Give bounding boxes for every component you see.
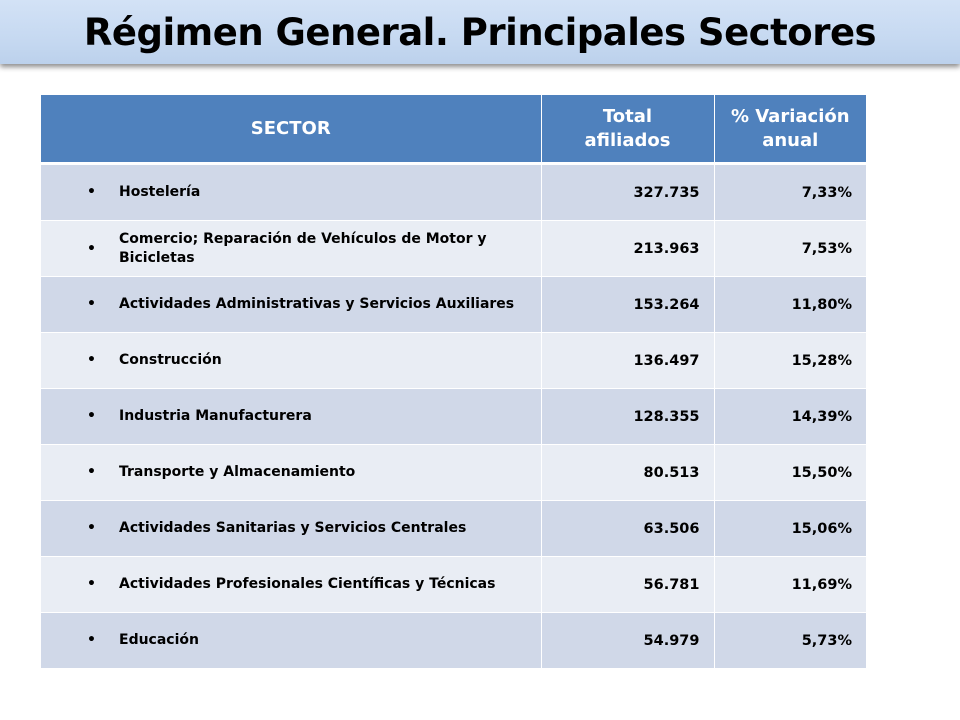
- total-cell: 327.735: [541, 163, 715, 221]
- variation-cell: 7,53%: [714, 220, 866, 277]
- page-title: Régimen General. Principales Sectores: [83, 10, 877, 54]
- table-row: • Educación 54.979 5,73%: [41, 612, 866, 669]
- sector-cell: • Educación: [41, 612, 542, 669]
- header-total-line2: afiliados: [584, 129, 671, 151]
- variation-cell: 14,39%: [714, 388, 866, 445]
- header-variation: % Variación anual: [714, 95, 866, 165]
- total-cell: 128.355: [541, 388, 715, 445]
- variation-cell: 11,80%: [714, 276, 866, 333]
- sector-cell: • Actividades Profesionales Científicas y…: [41, 556, 542, 613]
- table-header-row: SECTOR Total afiliados % Variación anual: [41, 95, 866, 165]
- title-bar: Régimen General. Principales Sectores: [0, 0, 960, 64]
- variation-cell: 5,73%: [714, 612, 866, 669]
- table-row: • Actividades Administrativas y Servicios…: [41, 276, 866, 333]
- sector-cell: • Hostelería: [41, 163, 542, 221]
- total-cell: 63.506: [541, 500, 715, 557]
- bullet-icon: •: [87, 408, 96, 425]
- sector-name: Actividades Profesionales Científicas y …: [119, 576, 496, 593]
- sector-cell: • Industria Manufacturera: [41, 388, 542, 445]
- table-row: • Actividades Sanitarias y Servicios Cent…: [41, 500, 866, 557]
- bullet-icon: •: [87, 464, 96, 481]
- variation-cell: 15,06%: [714, 500, 866, 557]
- variation-cell: 7,33%: [714, 163, 866, 221]
- sector-cell: • Construcción: [41, 332, 542, 389]
- sector-name: Industria Manufacturera: [119, 408, 312, 425]
- sector-name: Hostelería: [119, 184, 201, 201]
- table-row: • Transporte y Almacenamiento 80.513 15,5…: [41, 444, 866, 501]
- table-row: • Construcción 136.497 15,28%: [41, 332, 866, 389]
- header-sector: SECTOR: [41, 95, 542, 165]
- bullet-icon: •: [87, 240, 96, 257]
- table-row: • Actividades Profesionales Científicas y…: [41, 556, 866, 613]
- sector-name: Construcción: [119, 352, 222, 369]
- sector-name: Actividades Sanitarias y Servicios Centr…: [119, 520, 467, 537]
- total-cell: 153.264: [541, 276, 715, 333]
- sector-cell: • Actividades Administrativas y Servicios…: [41, 276, 542, 333]
- bullet-icon: •: [87, 520, 96, 537]
- sector-cell: • Comercio; Reparación de Vehículos de Mo…: [41, 220, 542, 277]
- header-variation-line1: % Variación: [730, 106, 850, 128]
- bullet-icon: •: [87, 184, 96, 201]
- header-total-line1: Total: [602, 106, 653, 128]
- table-row: • Comercio; Reparación de Vehículos de Mo…: [41, 220, 866, 277]
- bullet-icon: •: [87, 576, 96, 593]
- bullet-icon: •: [87, 632, 96, 649]
- header-variation-line2: anual: [762, 129, 819, 151]
- total-cell: 54.979: [541, 612, 715, 669]
- table-row: • Industria Manufacturera 128.355 14,39%: [41, 388, 866, 445]
- bullet-icon: •: [87, 352, 96, 369]
- variation-cell: 11,69%: [714, 556, 866, 613]
- total-cell: 56.781: [541, 556, 715, 613]
- sector-name: Comercio; Reparación de Vehículos de Mot…: [119, 230, 487, 266]
- sector-name: Educación: [119, 632, 199, 649]
- total-cell: 213.963: [541, 220, 715, 277]
- variation-cell: 15,50%: [714, 444, 866, 501]
- sector-name: Actividades Administrativas y Servicios …: [119, 296, 515, 313]
- header-sector-label: SECTOR: [250, 117, 331, 139]
- total-cell: 80.513: [541, 444, 715, 501]
- table-row: • Hostelería 327.735 7,33%: [41, 163, 866, 221]
- total-cell: 136.497: [541, 332, 715, 389]
- variation-cell: 15,28%: [714, 332, 866, 389]
- sectors-table: SECTOR Total afiliados % Variación anual…: [41, 95, 866, 669]
- sector-cell: • Actividades Sanitarias y Servicios Cent…: [41, 500, 542, 557]
- sector-name: Transporte y Almacenamiento: [119, 464, 356, 481]
- header-total: Total afiliados: [541, 95, 715, 165]
- bullet-icon: •: [87, 296, 96, 313]
- sector-cell: • Transporte y Almacenamiento: [41, 444, 542, 501]
